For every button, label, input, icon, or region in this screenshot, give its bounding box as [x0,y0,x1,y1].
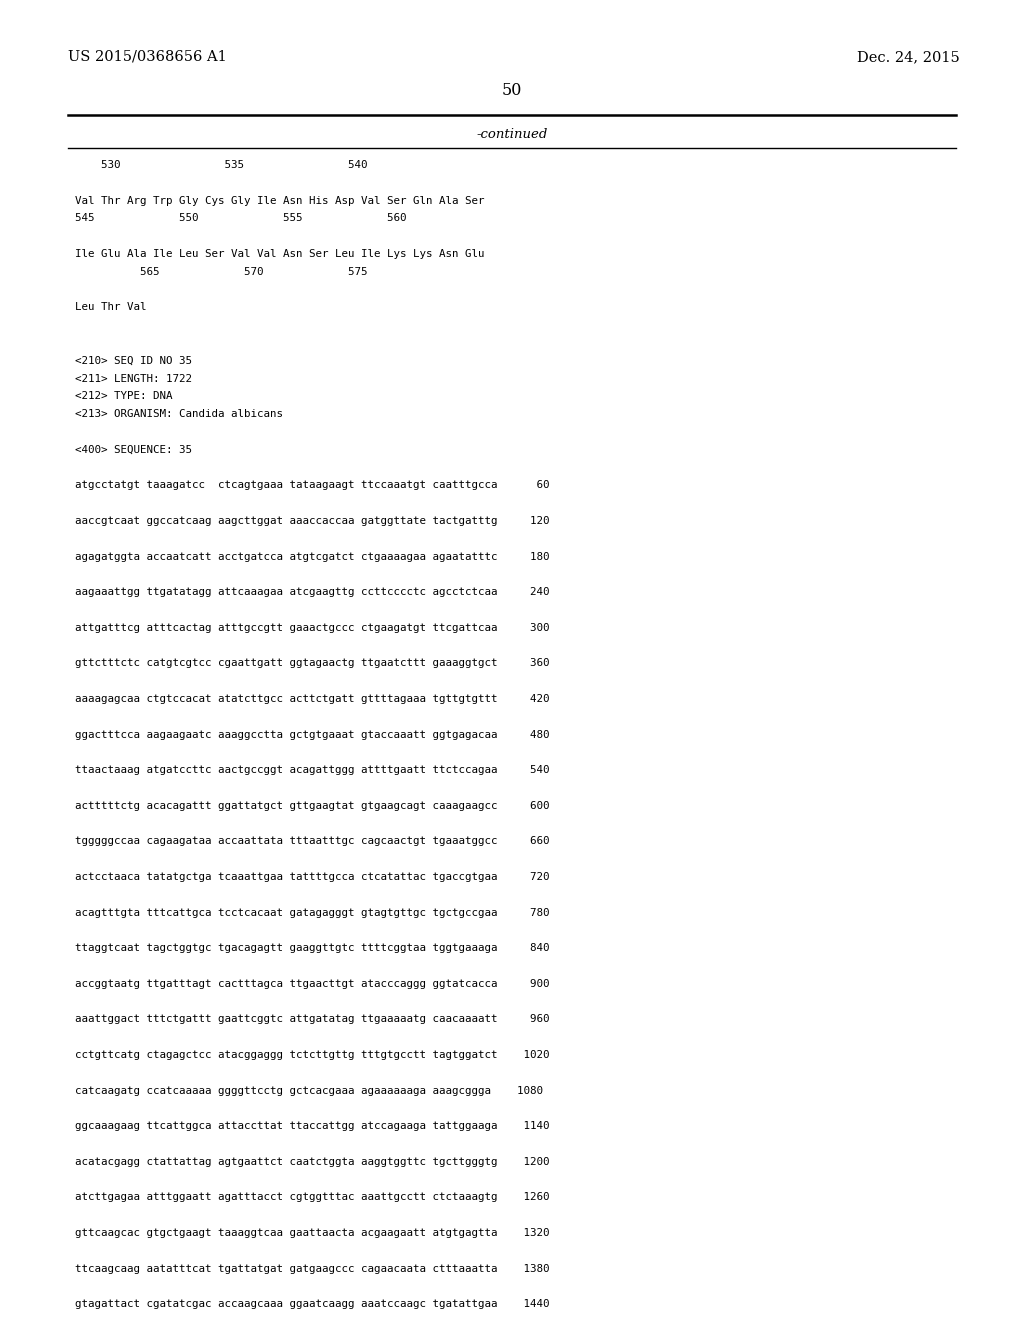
Text: gttcaagcac gtgctgaagt taaaggtcaa gaattaacta acgaagaatt atgtgagtta    1320: gttcaagcac gtgctgaagt taaaggtcaa gaattaa… [75,1228,550,1238]
Text: -continued: -continued [476,128,548,141]
Text: 545             550             555             560: 545 550 555 560 [75,214,407,223]
Text: aaccgtcaat ggccatcaag aagcttggat aaaccaccaa gatggttate tactgatttg     120: aaccgtcaat ggccatcaag aagcttggat aaaccac… [75,516,550,525]
Text: actcctaaca tatatgctga tcaaattgaa tattttgcca ctcatattac tgaccgtgaa     720: actcctaaca tatatgctga tcaaattgaa tattttg… [75,873,550,882]
Text: cctgttcatg ctagagctcc atacggaggg tctcttgttg tttgtgcctt tagtggatct    1020: cctgttcatg ctagagctcc atacggaggg tctcttg… [75,1049,550,1060]
Text: acagtttgta tttcattgca tcctcacaat gatagagggt gtagtgttgc tgctgccgaa     780: acagtttgta tttcattgca tcctcacaat gatagag… [75,908,550,917]
Text: ttaactaaag atgatccttc aactgccggt acagattggg attttgaatt ttctccagaa     540: ttaactaaag atgatccttc aactgccggt acagatt… [75,766,550,775]
Text: Leu Thr Val: Leu Thr Val [75,302,146,313]
Text: gtagattact cgatatcgac accaagcaaa ggaatcaagg aaatccaagc tgatattgaa    1440: gtagattact cgatatcgac accaagcaaa ggaatca… [75,1299,550,1309]
Text: actttttctg acacagattt ggattatgct gttgaagtat gtgaagcagt caaagaagcc     600: actttttctg acacagattt ggattatgct gttgaag… [75,801,550,810]
Text: <211> LENGTH: 1722: <211> LENGTH: 1722 [75,374,193,384]
Text: atcttgagaa atttggaatt agatttacct cgtggtttac aaattgcctt ctctaaagtg    1260: atcttgagaa atttggaatt agatttacct cgtggtt… [75,1192,550,1203]
Text: ttaggtcaat tagctggtgc tgacagagtt gaaggttgtc ttttcggtaa tggtgaaaga     840: ttaggtcaat tagctggtgc tgacagagtt gaaggtt… [75,944,550,953]
Text: ttcaagcaag aatatttcat tgattatgat gatgaagccc cagaacaata ctttaaatta    1380: ttcaagcaag aatatttcat tgattatgat gatgaag… [75,1263,550,1274]
Text: Val Thr Arg Trp Gly Cys Gly Ile Asn His Asp Val Ser Gln Ala Ser: Val Thr Arg Trp Gly Cys Gly Ile Asn His … [75,195,484,206]
Text: ggactttcca aagaagaatc aaaggcctta gctgtgaaat gtaccaaatt ggtgagacaa     480: ggactttcca aagaagaatc aaaggcctta gctgtga… [75,730,550,739]
Text: ggcaaagaag ttcattggca attaccttat ttaccattgg atccagaaga tattggaaga    1140: ggcaaagaag ttcattggca attaccttat ttaccat… [75,1121,550,1131]
Text: acatacgagg ctattattag agtgaattct caatctggta aaggtggttc tgcttgggtg    1200: acatacgagg ctattattag agtgaattct caatctg… [75,1156,550,1167]
Text: agagatggta accaatcatt acctgatcca atgtcgatct ctgaaaagaa agaatatttc     180: agagatggta accaatcatt acctgatcca atgtcga… [75,552,550,561]
Text: tgggggccaa cagaagataa accaattata tttaatttgc cagcaactgt tgaaatggcc     660: tgggggccaa cagaagataa accaattata tttaatt… [75,837,550,846]
Text: aaattggact tttctgattt gaattcggtc attgatatag ttgaaaaatg caacaaaatt     960: aaattggact tttctgattt gaattcggtc attgata… [75,1014,550,1024]
Text: <212> TYPE: DNA: <212> TYPE: DNA [75,392,172,401]
Text: 565             570             575: 565 570 575 [75,267,368,277]
Text: aagaaattgg ttgatatagg attcaaagaa atcgaagttg ccttcccctc agcctctcaa     240: aagaaattgg ttgatatagg attcaaagaa atcgaag… [75,587,550,597]
Text: attgatttcg atttcactag atttgccgtt gaaactgccc ctgaagatgt ttcgattcaa     300: attgatttcg atttcactag atttgccgtt gaaactg… [75,623,550,632]
Text: <400> SEQUENCE: 35: <400> SEQUENCE: 35 [75,445,193,455]
Text: US 2015/0368656 A1: US 2015/0368656 A1 [68,50,226,63]
Text: aaaagagcaa ctgtccacat atatcttgcc acttctgatt gttttagaaa tgttgtgttt     420: aaaagagcaa ctgtccacat atatcttgcc acttctg… [75,694,550,704]
Text: accggtaatg ttgatttagt cactttagca ttgaacttgt atacccaggg ggtatcacca     900: accggtaatg ttgatttagt cactttagca ttgaact… [75,979,550,989]
Text: atgcctatgt taaagatcc  ctcagtgaaa tataagaagt ttccaaatgt caatttgcca      60: atgcctatgt taaagatcc ctcagtgaaa tataagaa… [75,480,550,491]
Text: gttctttctc catgtcgtcc cgaattgatt ggtagaactg ttgaatcttt gaaaggtgct     360: gttctttctc catgtcgtcc cgaattgatt ggtagaa… [75,659,550,668]
Text: <210> SEQ ID NO 35: <210> SEQ ID NO 35 [75,356,193,366]
Text: Ile Glu Ala Ile Leu Ser Val Val Asn Ser Leu Ile Lys Lys Asn Glu: Ile Glu Ala Ile Leu Ser Val Val Asn Ser … [75,249,484,259]
Text: 50: 50 [502,82,522,99]
Text: Dec. 24, 2015: Dec. 24, 2015 [857,50,961,63]
Text: 530                535                540: 530 535 540 [75,160,368,170]
Text: catcaagatg ccatcaaaaa ggggttcctg gctcacgaaa agaaaaaaga aaagcggga    1080: catcaagatg ccatcaaaaa ggggttcctg gctcacg… [75,1085,543,1096]
Text: <213> ORGANISM: Candida albicans: <213> ORGANISM: Candida albicans [75,409,283,420]
